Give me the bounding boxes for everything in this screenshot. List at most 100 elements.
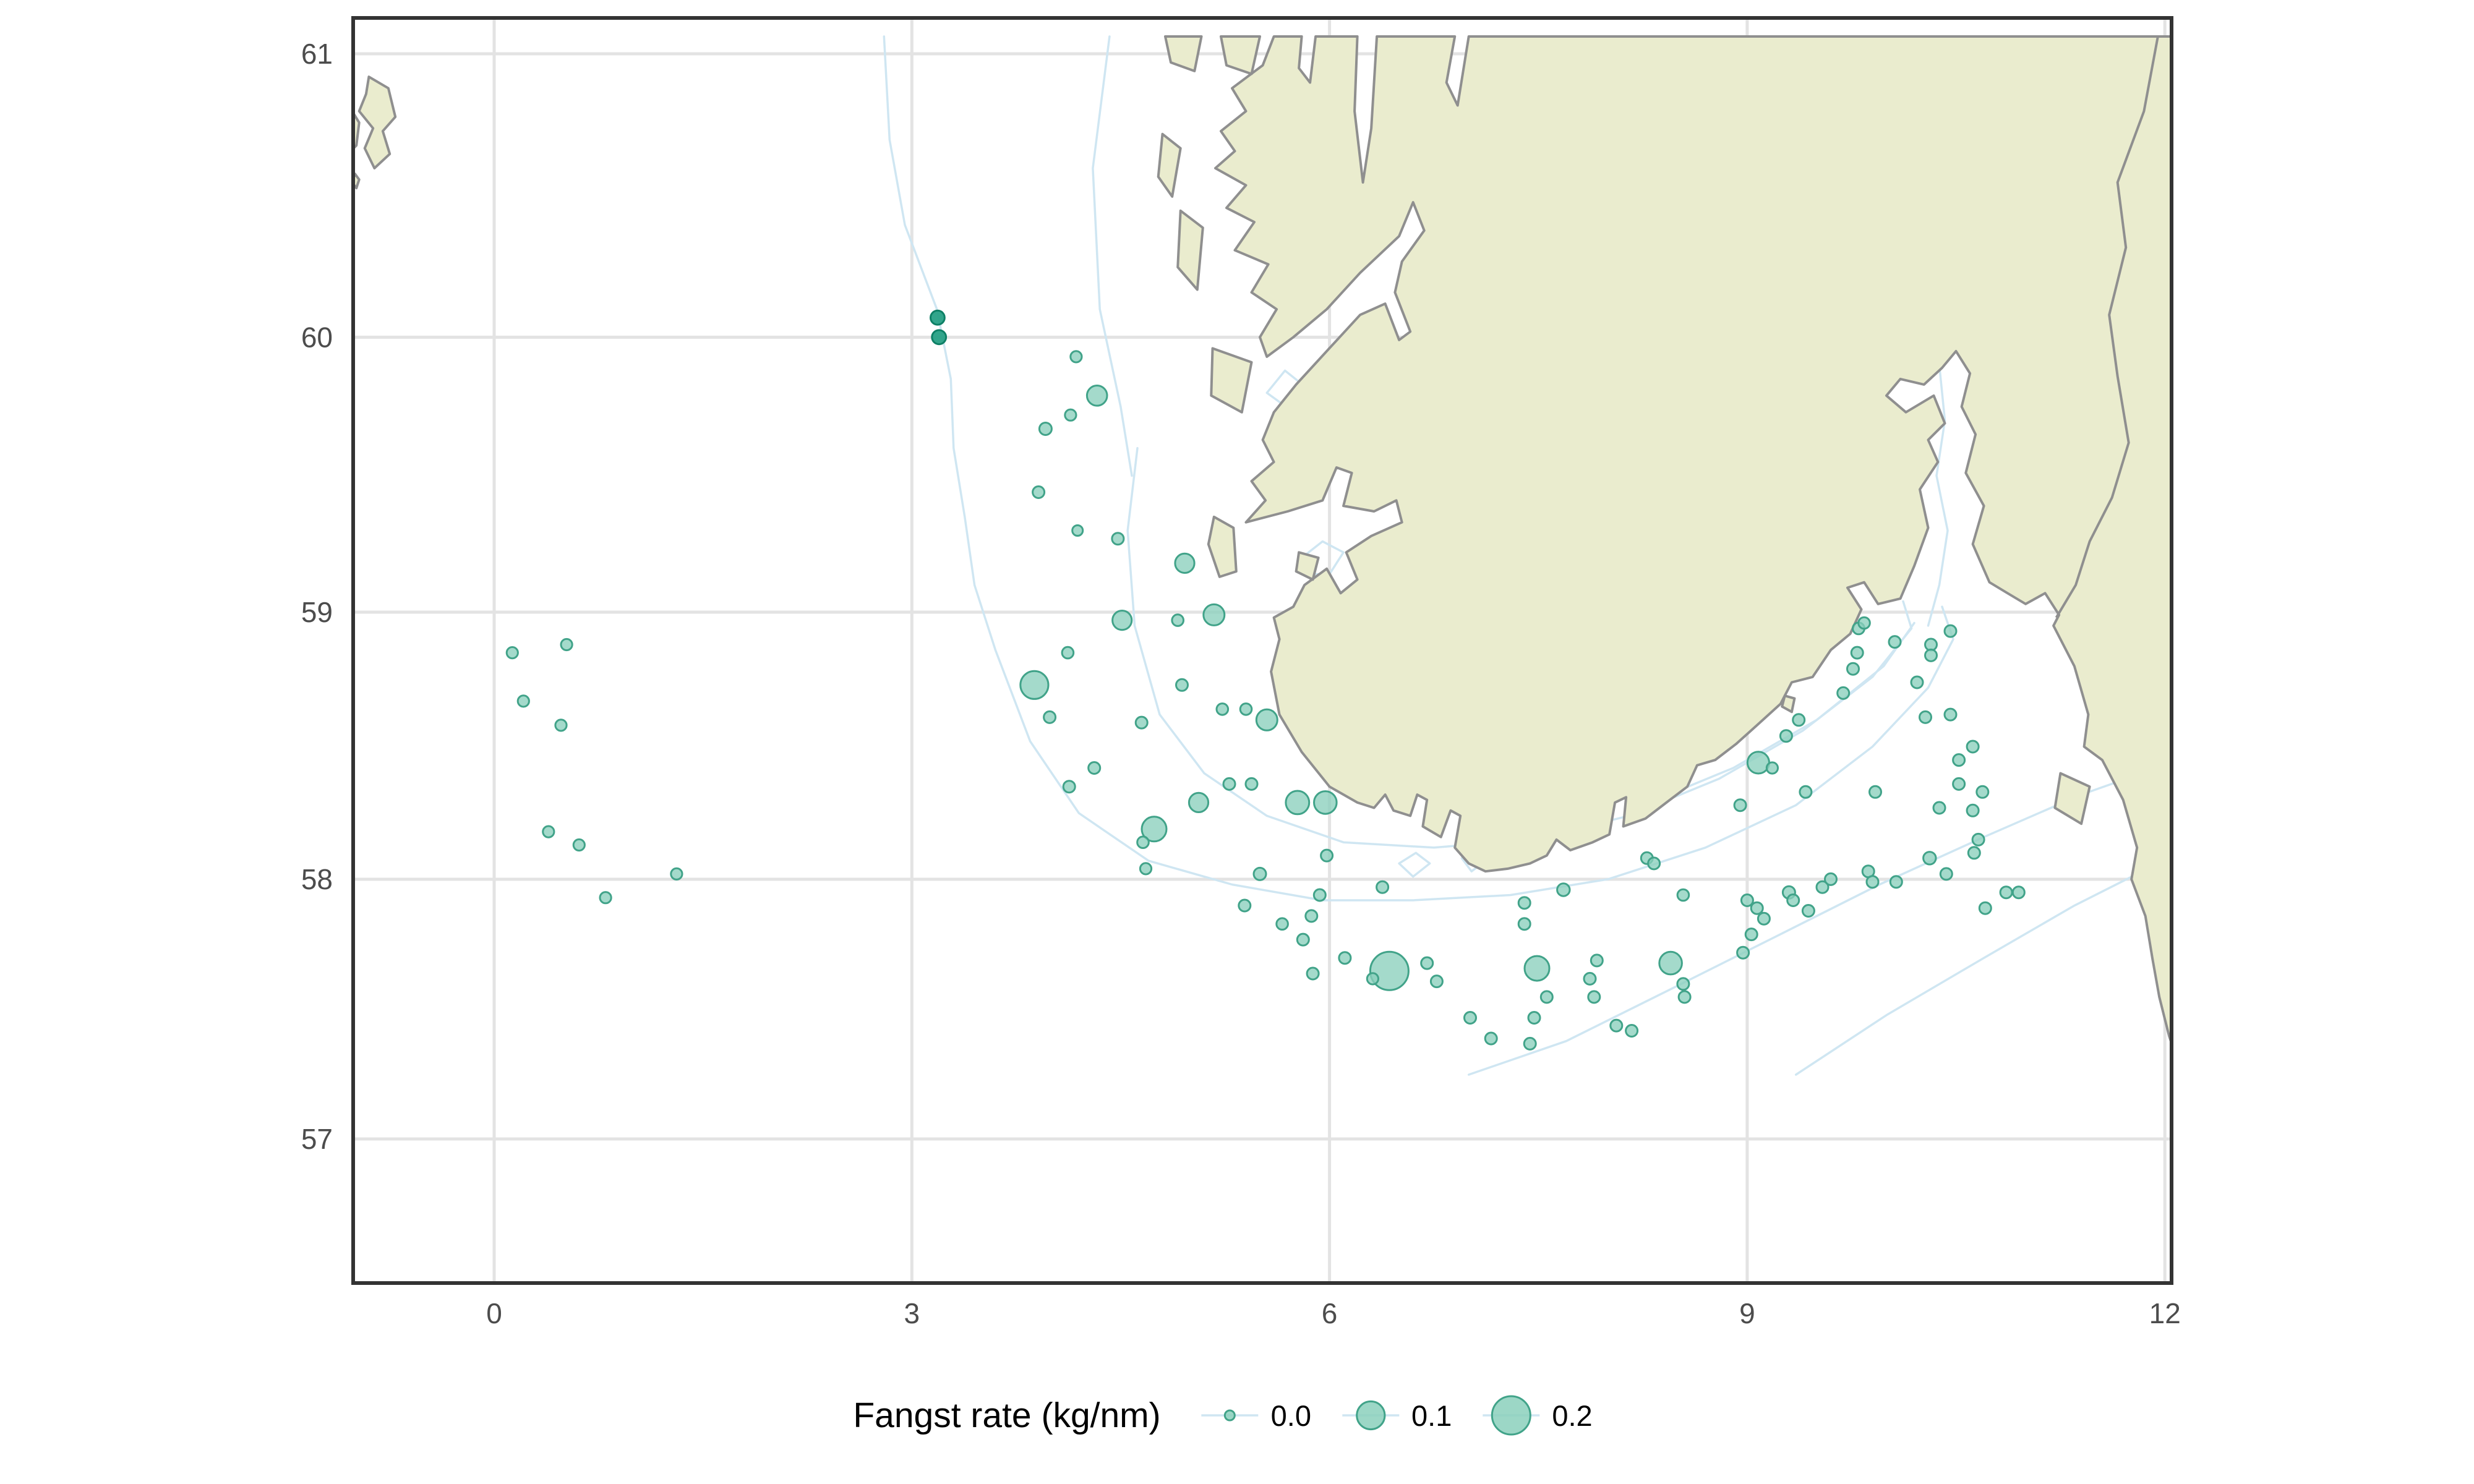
data-point [1517,896,1531,910]
data-point [1275,917,1289,931]
data-point [1523,1036,1537,1051]
data-point [1019,670,1050,700]
norway-sweden-border [2055,36,2159,618]
data-point [516,694,530,708]
legend-title: Fangst rate (kg/nm) [853,1396,1161,1435]
data-point [670,867,683,881]
data-point [1306,966,1320,981]
legend: Fangst rate (kg/nm) 0.0 0.1 0.2 [853,1381,1620,1449]
legend-key-symbol [1483,1395,1540,1436]
data-point [1523,955,1551,982]
data-point [1539,990,1554,1004]
data-point [1136,835,1150,849]
data-point [1215,702,1230,716]
data-point [1463,1011,1477,1025]
legend-size-circle [1224,1409,1236,1422]
data-point [1376,880,1390,894]
data-point [1952,753,1966,767]
data-point [1429,974,1444,989]
legend-key-label: 0.0 [1270,1399,1311,1432]
data-point [1836,686,1851,700]
data-point [1765,761,1779,775]
data-point [1244,777,1259,791]
data-point [1111,610,1133,631]
data-point [1919,710,1932,724]
data-point [1625,1024,1639,1038]
data-point [505,646,519,660]
data-point [1744,927,1758,942]
island-7 [1210,347,1253,414]
data-point [1420,956,1434,970]
data-point [572,838,586,852]
data-point [1975,785,1990,799]
data-point [1139,862,1153,876]
x-tick-label: 12 [2149,1297,2181,1329]
data-point [1733,798,1747,812]
island-10 [2053,772,2091,825]
data-point [1061,646,1075,660]
data-point [1750,901,1764,915]
data-point [1971,832,1985,846]
data-point [1174,552,1196,574]
data-point [1609,1018,1624,1033]
data-point [1952,777,1966,791]
x-tick-label: 6 [1322,1297,1338,1329]
data-point-layer [505,309,2026,1051]
y-tick-label: 60 [301,321,333,353]
data-point [1252,866,1267,881]
data-point [2011,885,2026,900]
legend-size-circle [1355,1400,1386,1431]
data-point-dark [930,309,946,326]
data-point [1779,729,1793,743]
data-point [1527,1011,1541,1025]
data-point [1647,856,1661,871]
legend-key-0.2: 0.2 [1480,1389,1593,1441]
island-0 [357,75,397,169]
legend-key-label: 0.1 [1411,1399,1452,1432]
data-point [1587,990,1601,1004]
data-point [1069,350,1083,364]
data-point [1590,953,1604,968]
data-point [599,891,612,905]
x-tick-label: 9 [1739,1297,1755,1329]
data-point [1313,790,1338,815]
island-11 [1781,694,1796,714]
data-point [1556,882,1571,897]
legend-key-symbol [1201,1409,1259,1422]
island-8 [1207,515,1238,578]
data-point [1850,646,1864,660]
data-point [1038,422,1053,436]
data-point [1889,875,1903,889]
data-point [1583,971,1597,986]
data-point [1141,816,1168,843]
data-point [1202,603,1226,626]
data-point [1517,917,1531,931]
data-point [1857,616,1871,630]
data-point [554,719,568,732]
legend-size-circle [1491,1395,1531,1436]
data-point [1746,751,1770,775]
data-point [1924,648,1938,662]
data-point [1188,791,1210,814]
data-point [1967,846,1981,860]
data-point [1171,613,1184,627]
data-point [1255,708,1278,731]
data-point [1846,662,1860,676]
data-point [542,825,555,838]
data-point [1792,713,1806,727]
data-point [1285,790,1311,816]
data-point [1978,901,1992,915]
y-tick-label: 59 [301,596,333,628]
land-layer [353,35,2172,1047]
data-point [1799,785,1813,799]
y-tick-label: 61 [301,38,333,70]
data-point [1111,532,1125,546]
y-tick-label: 58 [301,863,333,895]
data-point [1338,951,1352,965]
data-point [1032,485,1046,499]
data-point [1868,785,1882,799]
data-point [1658,950,1683,976]
data-point [1676,888,1690,902]
data-point [1943,707,1958,722]
data-point [1966,740,1980,754]
